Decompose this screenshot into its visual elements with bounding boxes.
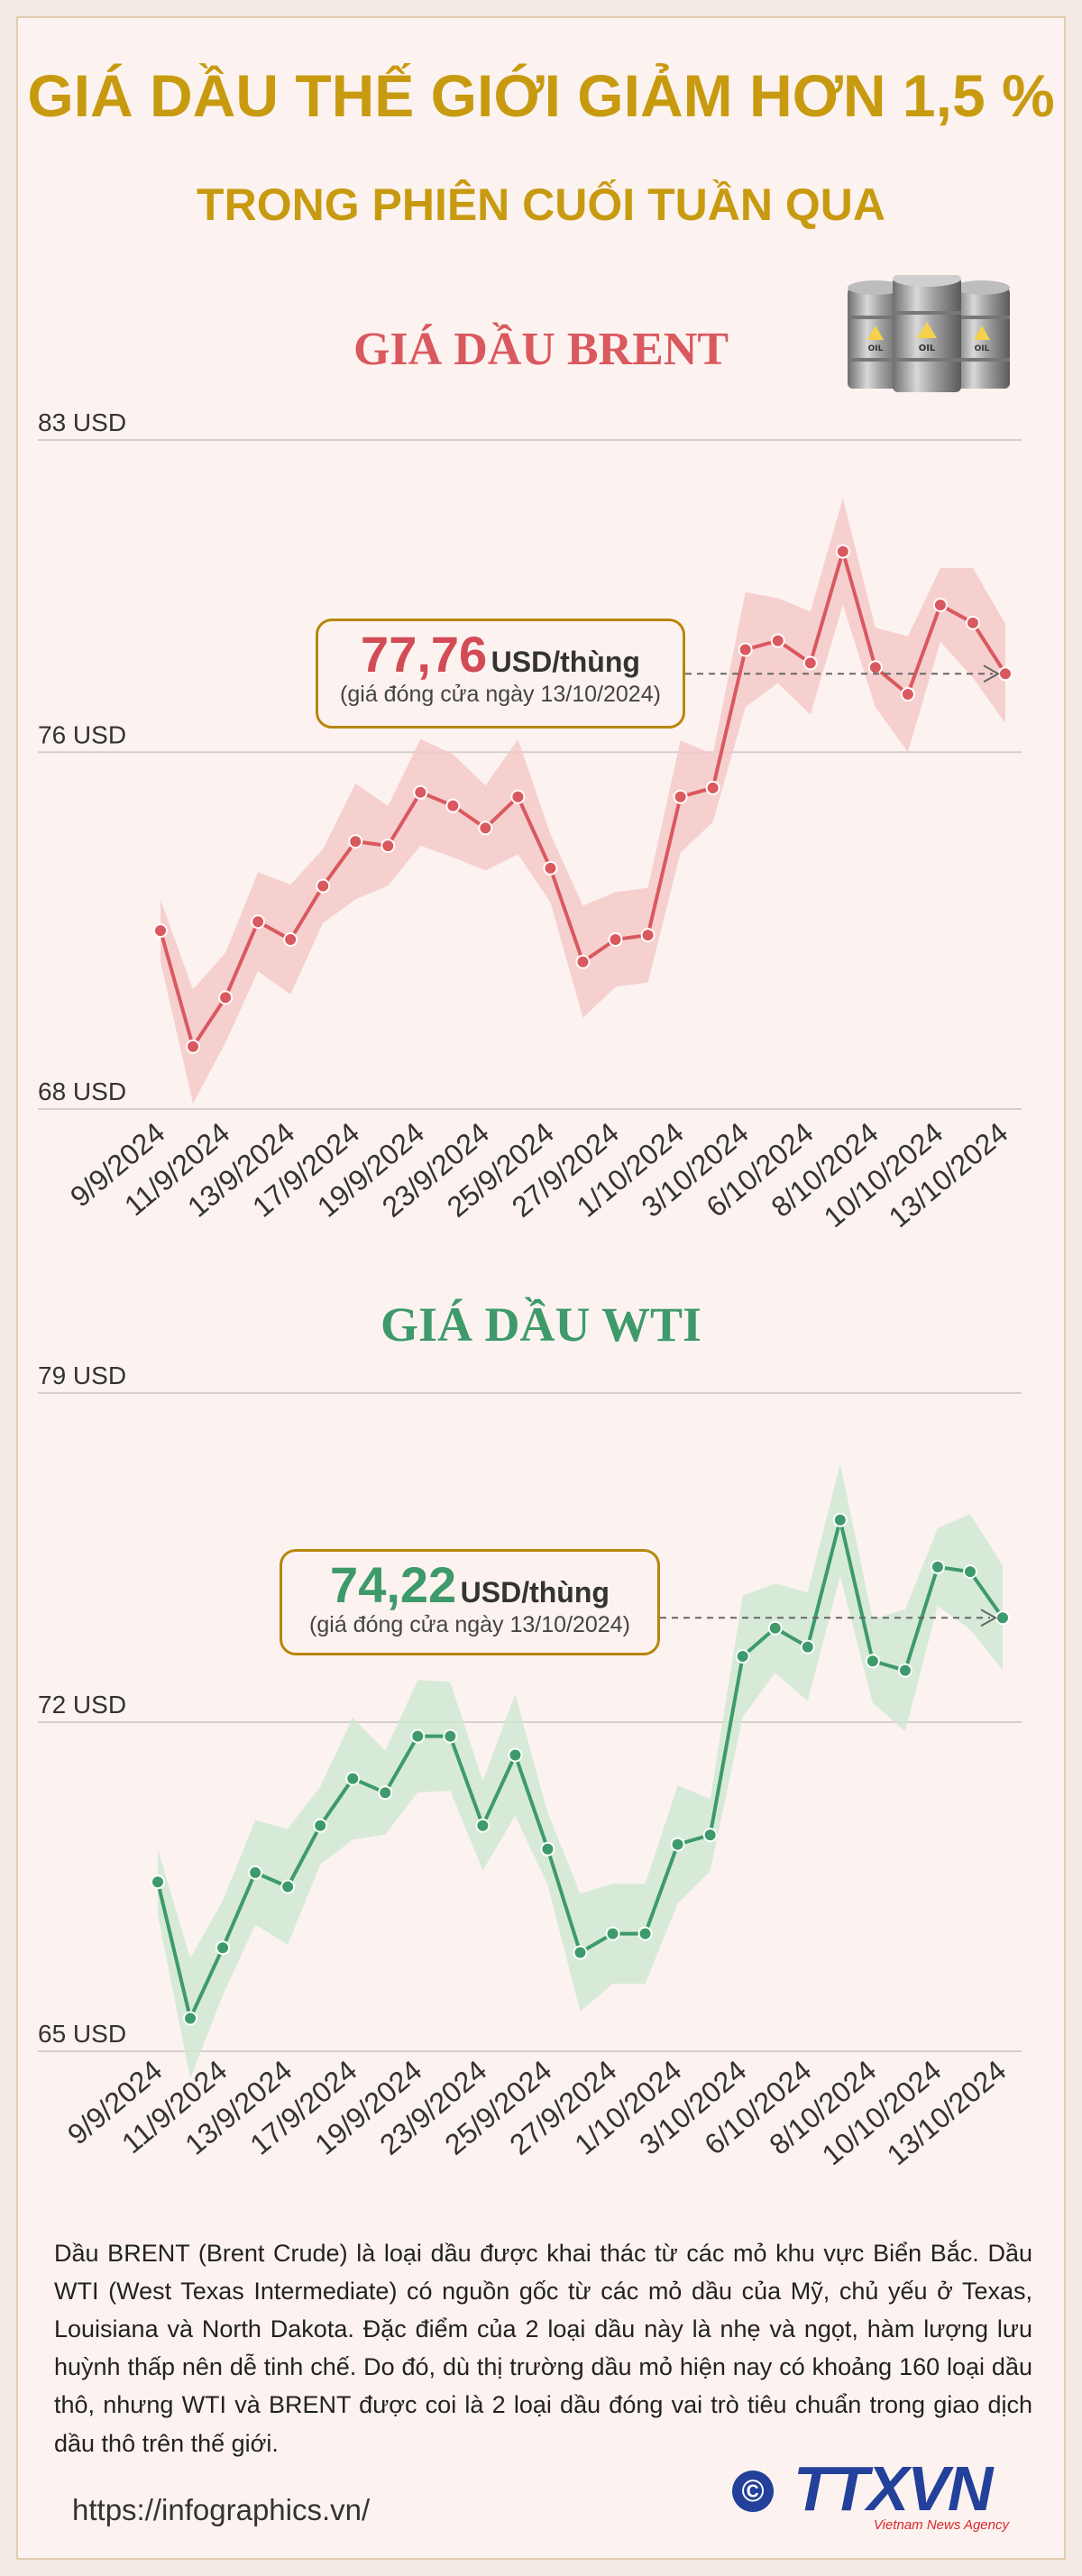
brent-data-point [413,784,428,800]
brent-data-point [510,789,526,804]
brent-data-point [608,932,623,948]
wti-data-point [280,1879,296,1894]
ttxvn-logo: TTXVN Vietnam News Agency [793,2452,1014,2534]
brent-data-point [932,598,948,613]
main-title-line2: TRONG PHIÊN CUỐI TUẦN QUA [197,179,885,230]
source-url[interactable]: https://infographics.vn/ [72,2493,371,2526]
wti-closing-price: 74,22 [330,1556,457,1613]
wti-data-point [767,1620,783,1636]
wti-data-point [248,1865,263,1880]
brent-data-point [705,780,720,795]
oil-barrel-icon: OIL [954,280,1010,389]
wti-price-callout: 74,22 USD/thùng (giá đóng cửa ngày 13/10… [280,1549,660,1655]
wti-line-chart: 79 USD 72 USD 65 USD 9/9/2024 11/9/2024 13/9/… [0,1352,1082,2191]
wti-data-point [151,1875,165,1890]
brent-arrow-head-icon [983,665,1001,683]
wti-data-point [313,1818,328,1833]
wti-data-point [508,1747,523,1763]
wti-data-point [832,1512,848,1527]
svg-text:OIL: OIL [919,344,936,353]
wti-data-point [345,1771,361,1786]
wti-data-point [410,1728,426,1744]
wti-data-point [443,1728,458,1744]
description-paragraph: Dầu BRENT (Brent Crude) là loại dầu được… [54,2240,1032,2457]
brent-price-note: (giá đóng cửa ngày 13/10/2024) [340,682,661,707]
wti-data-point [865,1654,880,1669]
wti-data-point [735,1649,750,1664]
wti-data-point [995,1610,1010,1626]
brent-chart-title: GIÁ DẦU BRENT [353,324,729,375]
wti-price-unit: USD/thùng [460,1576,610,1609]
wti-data-point [378,1785,393,1801]
brent-data-point [835,544,850,559]
brent-data-point [543,860,558,875]
brent-data-point [867,660,883,675]
brent-data-point [348,834,363,849]
brent-price-unit: USD/thùng [491,646,640,678]
wti-data-point [962,1564,977,1580]
brent-data-point [640,928,656,943]
brent-data-point [478,820,493,836]
wti-data-point [897,1663,912,1678]
brent-range-band [160,498,1005,1104]
svg-text:OIL: OIL [975,344,990,353]
brent-ytick-label: 83 USD [38,408,126,436]
brent-data-point [251,914,266,930]
brent-data-point [445,798,461,813]
wti-data-point [637,1926,653,1941]
oil-barrels-illustration: OIL OIL OIL [848,275,1010,392]
oil-barrel-icon: OIL [893,275,961,392]
main-title-line1: GIÁ DẦU THẾ GIỚI GIẢM HƠN 1,5 % [27,62,1055,129]
brent-data-point [153,923,168,939]
brent-data-point [381,839,396,854]
brent-data-point [900,686,915,701]
wti-data-point [540,1841,555,1856]
wti-data-point [183,2011,198,2026]
brent-closing-price: 77,76 [361,626,488,683]
wti-arrow-head-icon [980,1609,998,1627]
copyright-icon: © [732,2471,774,2512]
wti-ytick-label: 72 USD [38,1691,126,1719]
brent-data-point [802,655,818,671]
brent-data-point [738,642,753,657]
wti-data-point [702,1828,718,1843]
brent-data-point [186,1039,201,1054]
brent-ytick-label: 68 USD [38,1077,126,1105]
wti-ytick-label: 65 USD [38,2020,126,2048]
wti-data-point [670,1837,685,1852]
svg-text:OIL: OIL [868,344,884,353]
wti-data-point [930,1559,945,1574]
brent-line-chart: 83 USD 76 USD 68 USD 9/9/2024 11/9/2024 13/9/… [0,397,1082,1262]
logo-subtitle: Vietnam News Agency [873,2517,1009,2533]
wti-data-point [573,1945,588,1960]
wti-ytick-label: 79 USD [38,1361,126,1389]
wti-price-note: (giá đóng cửa ngày 13/10/2024) [309,1612,630,1637]
wti-chart-title: GIÁ DẦU WTI [380,1297,702,1352]
wti-data-point [800,1639,815,1655]
brent-data-point [283,932,298,948]
wti-data-point [605,1926,620,1941]
brent-data-point [218,990,234,1005]
wti-data-point [215,1940,231,1956]
brent-data-point [575,954,591,969]
brent-ytick-label: 76 USD [38,720,126,748]
oil-barrel-icon: OIL [848,280,903,389]
logo-text: TTXVN [793,2453,993,2524]
brent-data-point [965,615,980,630]
brent-price-callout: 77,76 USD/thùng (giá đóng cửa ngày 13/10… [316,619,685,729]
brent-data-point [316,878,331,894]
wti-data-point [475,1818,491,1833]
brent-data-point [998,666,1013,682]
brent-data-point [770,633,785,648]
brent-data-point [673,789,688,804]
